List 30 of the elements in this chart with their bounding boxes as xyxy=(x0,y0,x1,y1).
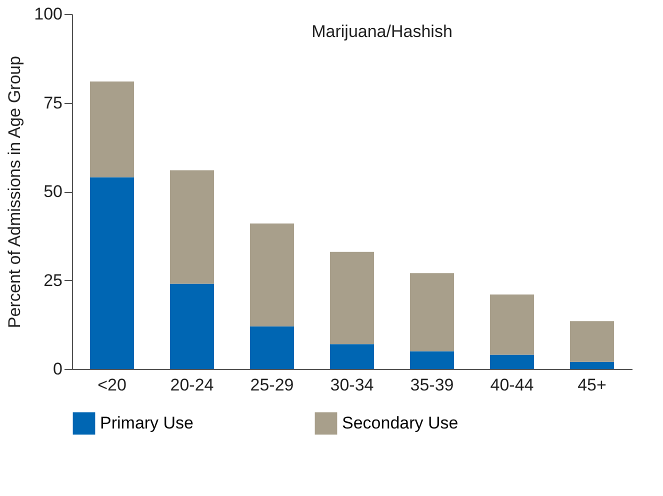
legend-label: Secondary Use xyxy=(342,413,458,432)
bar xyxy=(490,354,534,369)
bar xyxy=(410,273,454,352)
x-tick-label: 20-24 xyxy=(170,376,214,394)
x-tick-label: 45+ xyxy=(578,376,606,394)
bar xyxy=(250,223,294,326)
bar xyxy=(170,284,214,369)
x-tick-label: <20 xyxy=(98,376,126,394)
y-axis-title: Percent of Admissions in Age Group xyxy=(5,56,24,328)
bar xyxy=(410,351,454,369)
y-tick-label: 50 xyxy=(44,182,62,201)
bar xyxy=(170,170,214,284)
y-tick-label: 0 xyxy=(53,360,62,378)
x-tick-label: 40-44 xyxy=(490,376,534,394)
bar xyxy=(490,294,534,355)
x-tick-label: 25-29 xyxy=(250,376,294,394)
legend-label: Primary Use xyxy=(100,413,194,432)
bar xyxy=(250,326,294,369)
y-tick-label: 75 xyxy=(44,93,62,112)
bar xyxy=(330,344,374,369)
bar xyxy=(570,321,614,362)
bar xyxy=(570,362,614,369)
chart-title: Marijuana/Hashish xyxy=(312,22,452,41)
bar xyxy=(90,177,134,369)
y-tick-label: 100 xyxy=(34,4,62,24)
y-tick-label: 25 xyxy=(44,270,62,290)
bar xyxy=(330,252,374,344)
bar xyxy=(90,81,134,178)
x-tick-label: 35-39 xyxy=(410,376,454,394)
x-tick-label: 30-34 xyxy=(330,376,374,394)
